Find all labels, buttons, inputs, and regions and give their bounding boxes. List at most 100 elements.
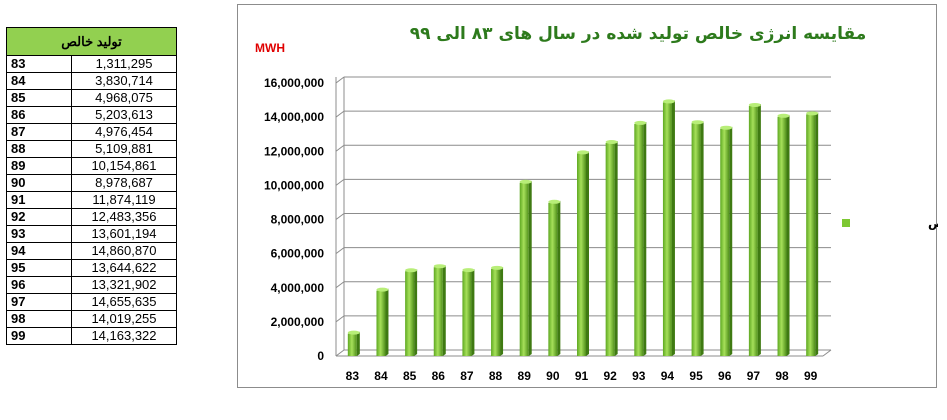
- gridline-depth: [335, 144, 345, 152]
- table-value-cell: 10,154,861: [71, 157, 177, 175]
- bar: [634, 123, 644, 356]
- bar-top: [577, 150, 589, 155]
- table-row: 95 13,644,622: [6, 259, 177, 277]
- y-tick-label: 2,000,000: [271, 315, 325, 329]
- plot-area: 0 2,000,000 4,000,000 6,000,000 8,000,000 10,…: [264, 76, 832, 383]
- unit-label: MWH: [255, 41, 285, 55]
- table-row: 85 4,968,075: [6, 89, 177, 107]
- bar-top: [748, 102, 761, 107]
- table-row: 83 1,311,295: [6, 55, 177, 73]
- bar: [605, 143, 615, 356]
- bar: [577, 153, 586, 356]
- table-value-cell: 5,203,613: [71, 106, 177, 124]
- table-header-row: تولید خالص: [6, 27, 177, 56]
- x-tick-label: 84: [374, 369, 388, 383]
- x-tick-label: 99: [804, 369, 818, 383]
- bar: [376, 290, 386, 356]
- table-value-cell: 4,976,454: [71, 123, 177, 141]
- bar-side: [786, 114, 790, 356]
- bar: [720, 128, 730, 356]
- table-value-cell: 12,483,356: [71, 208, 177, 226]
- x-tick-label: 91: [575, 369, 589, 383]
- bar-side: [729, 126, 733, 357]
- table-value-cell: 11,874,119: [71, 191, 177, 209]
- bar-side: [385, 288, 389, 356]
- table-year-cell: 89: [6, 157, 72, 175]
- x-tick-label: 86: [432, 369, 446, 383]
- table-row: 96 13,321,902: [6, 276, 177, 294]
- x-tick-label: 83: [346, 369, 360, 383]
- bar-top: [605, 140, 618, 145]
- table-year-cell: 84: [6, 72, 72, 90]
- bar-top: [662, 99, 675, 104]
- table-row: 84 3,830,714: [6, 72, 177, 90]
- bar-top: [405, 268, 418, 273]
- gridline-depth: [335, 281, 345, 289]
- bar: [691, 123, 701, 357]
- gridline-depth: [335, 213, 345, 220]
- table-row: 88 5,109,881: [6, 140, 177, 158]
- table-row: 87 4,976,454: [6, 123, 177, 141]
- bar-top: [548, 199, 561, 204]
- table-row: 91 11,874,119: [6, 191, 177, 209]
- table-year-cell: 93: [6, 225, 72, 243]
- table-value-cell: 4,968,075: [71, 89, 177, 107]
- table-year-cell: 88: [6, 140, 72, 158]
- chart-frame: مقایسه انرژی خالص تولید شده در سال های ۸…: [237, 4, 938, 388]
- table-row: 92 12,483,356: [6, 208, 177, 226]
- bar-top: [777, 113, 790, 118]
- table-value-cell: 14,655,635: [71, 293, 177, 311]
- bar-top: [519, 179, 532, 184]
- x-tick-label: 98: [775, 369, 789, 383]
- table-body: 83 1,311,295 84 3,830,714 85 4,968,075 86 5,203…: [6, 55, 177, 345]
- table-row: 98 14,019,255: [6, 310, 177, 328]
- y-tick-label: 16,000,000: [264, 76, 324, 90]
- bar-side: [414, 269, 418, 356]
- bar-side: [356, 331, 360, 356]
- gridline-depth: [335, 315, 345, 323]
- y-tick-label: 0: [317, 349, 324, 363]
- table-value-cell: 8,978,687: [71, 174, 177, 192]
- chart-title: مقایسه انرژی خالص تولید شده در سال های ۸…: [410, 24, 867, 44]
- bar-top: [376, 287, 389, 292]
- bar-top: [462, 268, 475, 273]
- y-tick-label: 6,000,000: [271, 247, 325, 261]
- table-value-cell: 3,830,714: [71, 72, 177, 90]
- gridline-depth: [335, 349, 345, 357]
- table-year-cell: 91: [6, 191, 72, 209]
- gridline-depth: [335, 76, 345, 84]
- x-tick-label: 92: [603, 369, 617, 383]
- x-tick-label: 94: [661, 369, 675, 383]
- bar: [462, 271, 472, 356]
- bar-side: [643, 121, 647, 356]
- table-header: تولید خالص: [6, 27, 177, 56]
- bar-side: [442, 265, 446, 356]
- bar-top: [720, 125, 733, 130]
- legend-label: تولید خالص: [928, 216, 938, 231]
- bar-top: [634, 120, 647, 125]
- table-year-cell: 95: [6, 259, 72, 277]
- y-tick-label: 8,000,000: [271, 213, 325, 227]
- bar: [806, 114, 816, 356]
- table-row: 99 14,163,322: [6, 327, 177, 345]
- bar: [347, 333, 357, 356]
- table-row: 90 8,978,687: [6, 174, 177, 192]
- table-value-cell: 14,163,322: [71, 327, 177, 345]
- table-year-cell: 90: [6, 174, 72, 192]
- table-year-cell: 99: [6, 327, 72, 345]
- legend-swatch: [842, 219, 850, 227]
- table-value-cell: 5,109,881: [71, 140, 177, 158]
- bar-side: [700, 121, 704, 357]
- x-tick-label: 85: [403, 369, 417, 383]
- x-tick-label: 95: [689, 369, 703, 383]
- table-row: 97 14,655,635: [6, 293, 177, 311]
- bar-side: [671, 100, 675, 357]
- x-tick-label: 90: [546, 369, 560, 383]
- y-tick-label: 12,000,000: [264, 144, 324, 158]
- table-value-cell: 13,601,194: [71, 225, 177, 243]
- y-tick-label: 14,000,000: [264, 110, 324, 124]
- bar: [777, 116, 787, 356]
- bar-top: [347, 330, 360, 335]
- bar-top: [433, 264, 446, 269]
- table-year-cell: 94: [6, 242, 72, 260]
